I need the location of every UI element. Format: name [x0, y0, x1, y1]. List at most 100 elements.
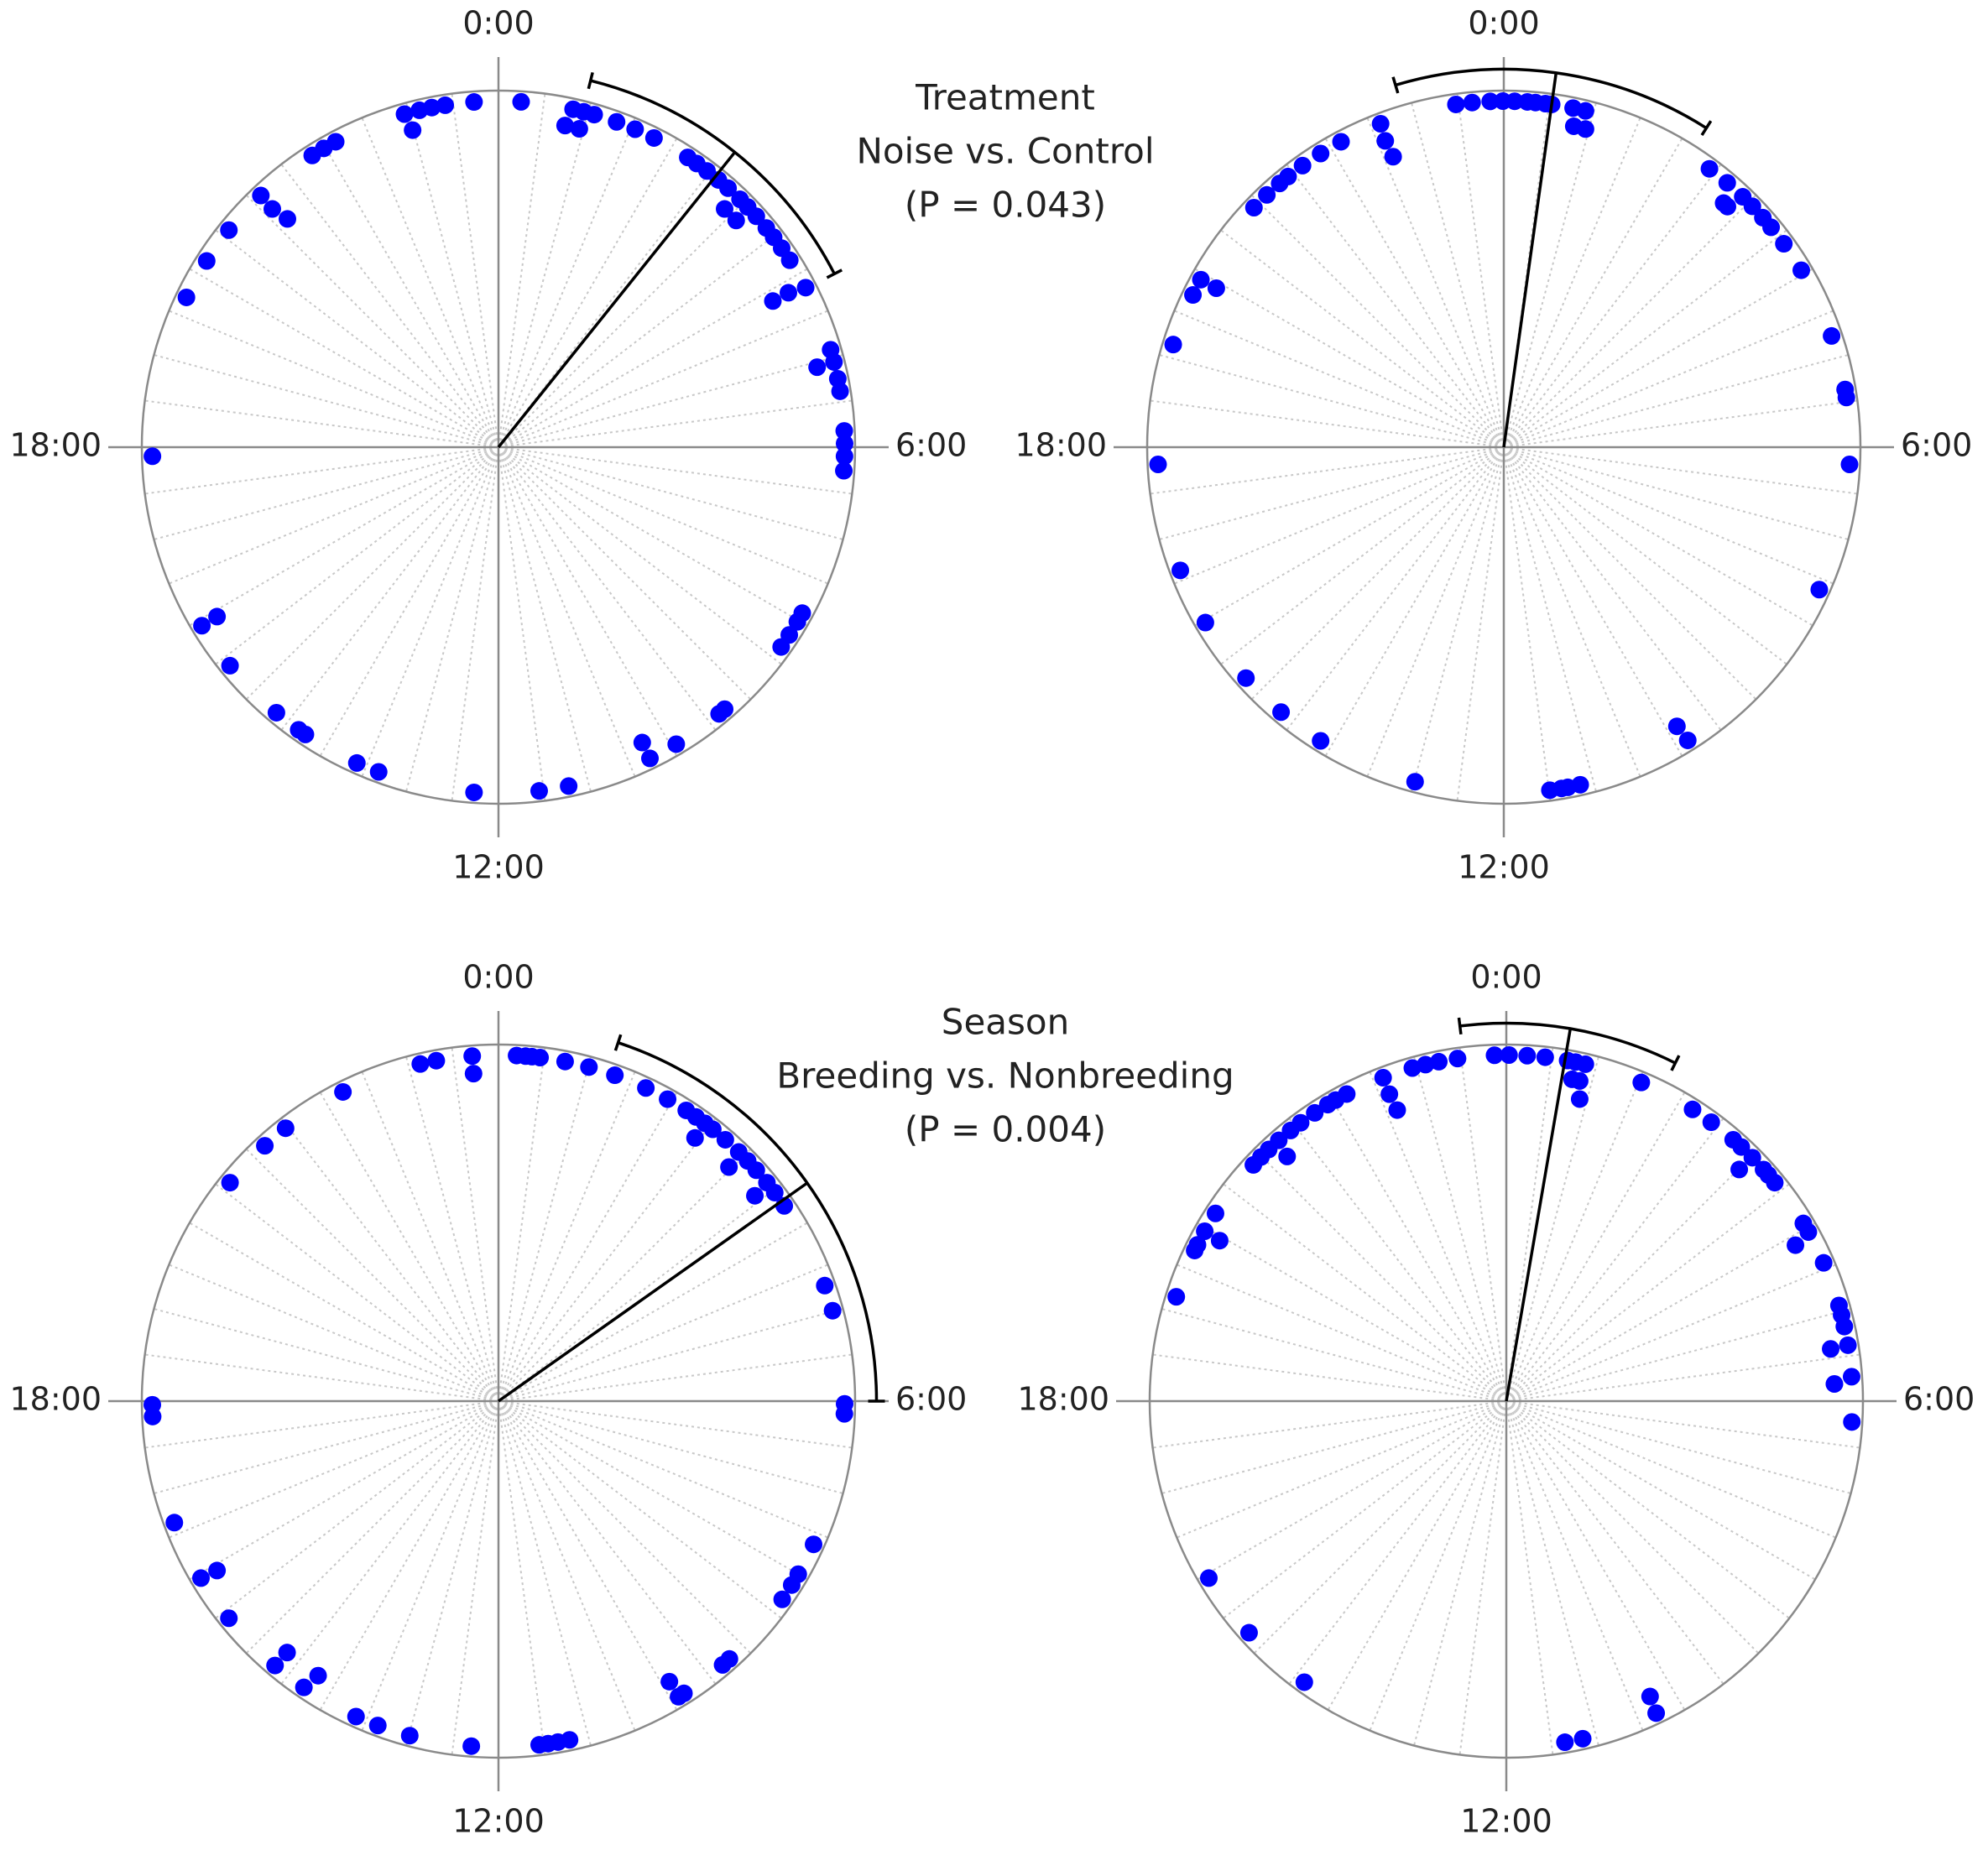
spoke [498, 1407, 546, 1755]
spoke [168, 310, 493, 446]
data-point [427, 1051, 446, 1070]
spoke [1512, 1308, 1851, 1400]
spoke [451, 1407, 498, 1755]
spoke [502, 1148, 752, 1398]
data-point [465, 783, 483, 801]
data-point [835, 461, 853, 480]
data-point [193, 617, 211, 635]
data-point [1171, 561, 1190, 580]
data-point [1447, 95, 1465, 113]
data-point [197, 252, 216, 270]
spoke [502, 451, 752, 701]
spoke [1150, 447, 1498, 495]
spoke [1456, 93, 1504, 441]
data-point [703, 1120, 722, 1139]
spoke [504, 399, 853, 447]
data-point [1278, 1147, 1297, 1165]
data-point [720, 1158, 738, 1176]
data-point [436, 96, 455, 114]
data-point [1448, 1050, 1467, 1068]
spoke [501, 452, 678, 757]
data-point [1702, 1113, 1720, 1132]
data-point [570, 120, 588, 138]
mean-vector [1502, 72, 1558, 448]
spoke [1197, 1404, 1501, 1581]
spoke [319, 1406, 496, 1711]
data-point [1306, 1103, 1324, 1122]
spoke [1506, 452, 1683, 757]
spoke [500, 1407, 636, 1732]
data-point [1244, 1155, 1263, 1174]
arc-cap [613, 1034, 623, 1051]
spoke [1194, 268, 1499, 445]
data-point [808, 358, 827, 377]
spoke [1250, 451, 1500, 701]
tick-label: 12:00 [452, 1803, 545, 1840]
tick-label: 6:00 [1901, 427, 1972, 464]
mean-vector [1505, 1028, 1573, 1402]
data-point [1239, 1623, 1258, 1642]
spoke [498, 93, 546, 441]
data-point [1792, 261, 1811, 279]
spoke [215, 1183, 494, 1398]
data-point [780, 251, 799, 269]
data-point [1835, 1317, 1854, 1336]
data-point [1500, 1046, 1518, 1065]
annotation: Breeding vs. Nonbreeding [776, 1055, 1234, 1097]
data-point [220, 221, 238, 239]
spoke [1413, 1407, 1505, 1746]
spoke [503, 451, 782, 665]
data-point [347, 1707, 365, 1726]
tick-label: 0:00 [462, 959, 534, 996]
circular-plot: 0:00 6:00 12:00 18:00 [9, 5, 967, 886]
data-point [1505, 92, 1524, 111]
data-point [165, 1514, 184, 1532]
data-point [395, 105, 414, 123]
spoke [451, 93, 498, 441]
spoke [1456, 453, 1504, 801]
spoke [215, 451, 494, 665]
data-point [835, 447, 853, 466]
spoke [144, 1401, 493, 1449]
spoke [1505, 102, 1597, 441]
spoke [504, 1404, 808, 1581]
spoke [168, 1264, 493, 1399]
tick-label: 18:00 [1017, 1381, 1109, 1418]
spoke [504, 448, 843, 540]
data-point [686, 1128, 704, 1147]
data-point [716, 1130, 734, 1149]
tick-label: 18:00 [9, 427, 102, 464]
data-point [530, 782, 548, 800]
spoke [1508, 229, 1787, 444]
data-point [143, 1407, 162, 1425]
tick-label: 0:00 [1470, 959, 1542, 996]
spoke [1150, 399, 1498, 447]
spoke [1288, 1405, 1503, 1685]
spoke [502, 1404, 752, 1655]
data-point [1570, 1090, 1589, 1108]
spoke [245, 1404, 495, 1655]
spoke [1512, 1264, 1837, 1399]
spoke [498, 1047, 546, 1395]
data-point [1563, 1070, 1581, 1088]
spoke [1286, 451, 1500, 731]
data-point [1196, 613, 1214, 632]
data-point [831, 382, 849, 400]
data-point [256, 1137, 274, 1155]
data-point [626, 120, 644, 138]
spoke [1458, 1407, 1506, 1755]
spoke [502, 194, 752, 444]
spoke [503, 1183, 782, 1398]
data-point [560, 777, 578, 795]
circular-plot: 0:00 6:00 12:00 18:00 [9, 959, 967, 1840]
data-point [659, 1090, 677, 1108]
data-point [1754, 208, 1772, 227]
spoke [1253, 1404, 1503, 1655]
spoke [319, 452, 496, 757]
spoke [189, 1222, 493, 1399]
data-point [1406, 773, 1424, 791]
data-point [1210, 1232, 1229, 1250]
spoke [1220, 451, 1500, 665]
data-point [220, 1609, 238, 1628]
